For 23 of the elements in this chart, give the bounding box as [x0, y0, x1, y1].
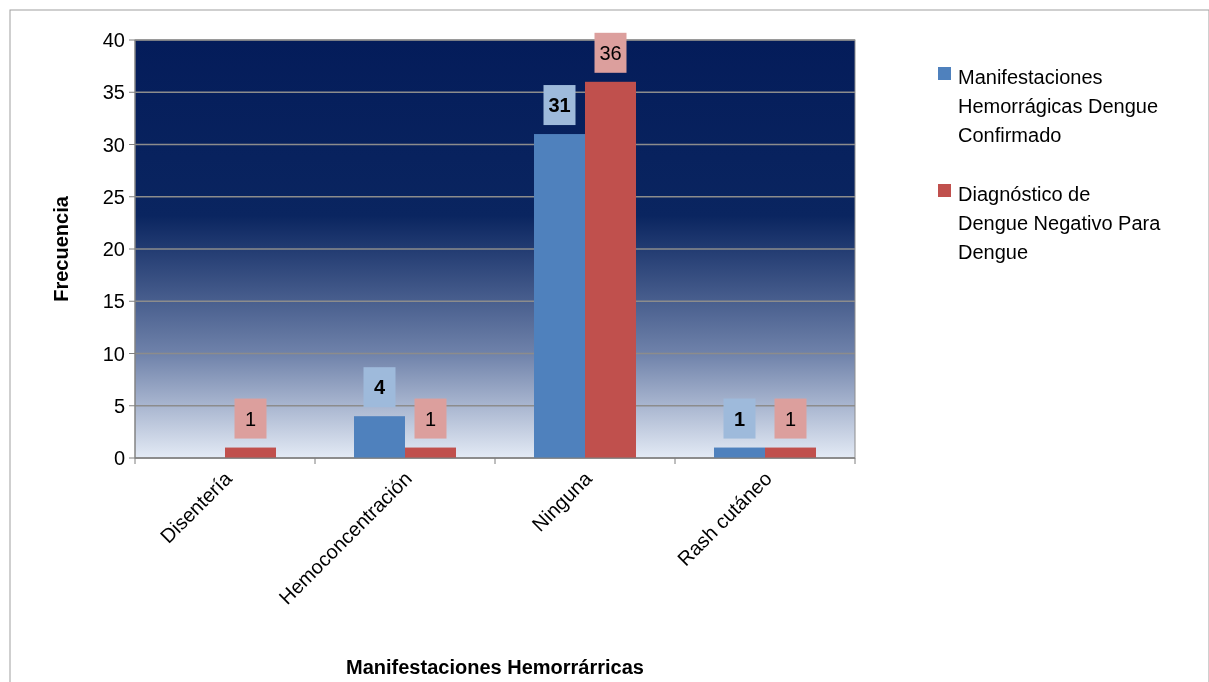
bar: [585, 81, 636, 458]
legend-label: Manifestaciones Hemorrágicas Dengue Confirmado: [958, 66, 1159, 146]
data-label: 1: [424, 407, 437, 430]
data-label: 1: [244, 407, 257, 430]
legend-label: Diagnóstico de Dengue Negativo Para Dengue: [958, 183, 1162, 263]
bar: [354, 416, 405, 458]
y-tick-label: 15: [102, 290, 125, 313]
data-label: 4: [373, 376, 386, 399]
y-tick-label: 5: [113, 394, 125, 417]
y-tick-label: 20: [102, 238, 125, 260]
y-tick-label: 0: [113, 447, 125, 469]
data-label: 31: [548, 94, 571, 117]
data-label: 1: [784, 407, 797, 430]
y-tick-label: 10: [102, 342, 125, 365]
data-label: 36: [599, 41, 622, 64]
bar: [534, 134, 585, 458]
y-axis-title: Frecuencia: [50, 195, 72, 302]
y-tick-label: 40: [102, 29, 125, 51]
y-tick-label: 35: [102, 81, 125, 104]
y-tick-label: 30: [102, 133, 125, 156]
y-tick-label: 25: [102, 185, 125, 208]
x-axis-title: Manifestaciones Hemorrárricas: [346, 656, 644, 678]
data-label: 1: [733, 407, 746, 430]
